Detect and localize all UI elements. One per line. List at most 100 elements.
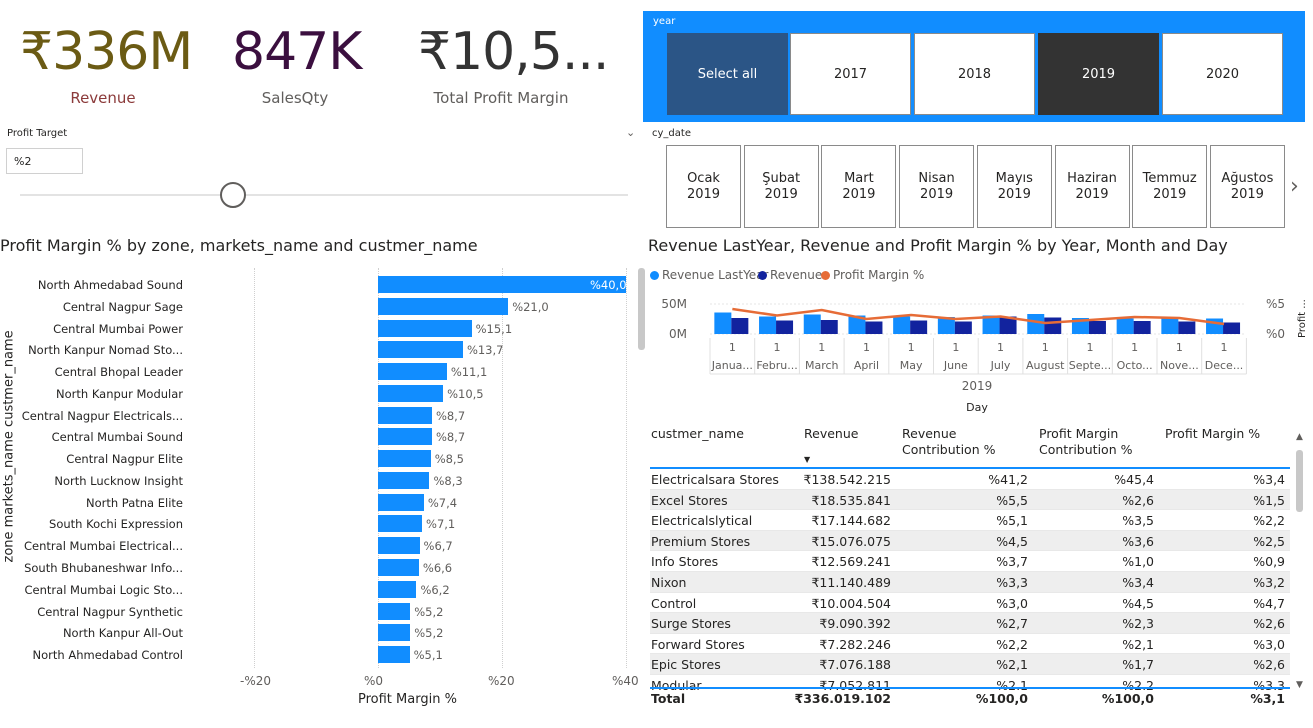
table-cell: %1,0 (1122, 554, 1154, 570)
month-year: 2019 (764, 186, 798, 202)
combo-chart-title: Revenue LastYear, Revenue and Profit Mar… (648, 236, 1228, 255)
bar-chart-bar[interactable] (378, 471, 430, 489)
year-option-button[interactable]: 2017 (790, 33, 911, 115)
table-row[interactable]: Forward Stores ₹7.282.246 %2,2 %2,1 %3,0 (650, 634, 1290, 655)
month-option-button[interactable]: Mayıs 2019 (976, 145, 1052, 228)
table-cell: %4,5 (1122, 595, 1154, 611)
month-name: Ocak (687, 170, 720, 186)
bar-chart-tick-label: %20 (488, 674, 515, 688)
month-option-button[interactable]: Şubat 2019 (743, 145, 819, 228)
table-cell: Premium Stores (651, 533, 751, 549)
revenue-bar (1133, 321, 1151, 334)
bar-chart-bar[interactable] (378, 515, 423, 533)
sort-descending-icon[interactable]: ▼ (804, 455, 811, 464)
combo-month-label: July (990, 359, 1011, 372)
table-column-header[interactable]: Revenue Contribution % (902, 426, 996, 457)
bar-chart-bar[interactable] (378, 580, 417, 598)
bar-chart-bar[interactable] (378, 493, 424, 511)
bar-chart-title: Profit Margin % by zone, markets_name an… (0, 236, 478, 255)
revenue-bar (910, 320, 928, 334)
bar-chart-category-label: North Lucknow Insight (54, 473, 183, 488)
month-option-button[interactable]: Nisan 2019 (899, 145, 975, 228)
combo-month-label: April (854, 359, 879, 372)
bar-chart-bar[interactable] (378, 406, 432, 424)
legend-dot-icon (758, 270, 767, 280)
table-cell: %3,6 (1122, 533, 1154, 549)
revenue-bar (776, 320, 794, 334)
profit-target-slider-track[interactable] (20, 194, 628, 196)
month-option-button[interactable]: Temmuz 2019 (1132, 145, 1208, 228)
bar-chart-bar[interactable] (378, 559, 419, 576)
month-option-button[interactable]: Haziran 2019 (1054, 145, 1130, 228)
revenue-lastyear-bar (893, 316, 911, 334)
bar-chart-bar[interactable] (378, 276, 626, 293)
combo-day-label: 1 (863, 341, 870, 354)
table-row[interactable]: Premium Stores ₹15.076.075 %4,5 %3,6 %2,5 (650, 530, 1290, 552)
table-cell: ₹17.144.682 (811, 513, 891, 529)
combo-year-label: 2019 (962, 379, 993, 393)
bar-chart-bar[interactable] (378, 297, 509, 315)
bar-chart-bar[interactable] (378, 319, 472, 337)
table-row[interactable]: Nixon ₹11.140.489 %3,3 %3,4 %3,2 (650, 572, 1290, 593)
month-option-button[interactable]: Ocak 2019 (666, 145, 741, 228)
bar-chart-data-label: %6,6 (422, 561, 453, 575)
table-row[interactable]: Electricalslytical ₹17.144.682 %5,1 %3,5 %2,… (650, 510, 1290, 531)
bar-chart-bar[interactable] (378, 450, 431, 468)
table-row[interactable]: Control ₹10.004.504 %3,0 %4,5 %4,7 (650, 593, 1290, 614)
bar-chart-tick-label: %40 (612, 674, 639, 688)
table-cell: %3,5 (1122, 513, 1154, 529)
bar-chart-bar[interactable] (378, 384, 444, 402)
table-cell: %2,6 (1253, 657, 1285, 673)
bar-chart-bar[interactable] (378, 537, 420, 555)
bar-chart-bar[interactable] (378, 363, 447, 381)
bar-chart-category-label: North Ahmedabad Control (32, 648, 183, 663)
month-option-button[interactable]: Mart 2019 (821, 145, 897, 228)
table-cell: %2,2 (996, 636, 1028, 652)
table-cell: ₹9.090.392 (819, 616, 891, 632)
profit-target-slider-thumb[interactable] (219, 182, 246, 208)
bar-chart-category-label: South Kochi Expression (49, 517, 183, 532)
table-total-cell: %100,0 (975, 691, 1028, 706)
year-option-button[interactable]: Select all (667, 33, 788, 115)
bar-chart-bar[interactable] (378, 646, 410, 664)
table-column-header[interactable]: Profit Margin % (1165, 426, 1261, 441)
legend-dot-icon (821, 270, 830, 280)
table-cell: %2,1 (996, 678, 1028, 693)
month-year: 2019 (1153, 186, 1187, 202)
chevron-down-icon[interactable]: ⌄ (626, 126, 636, 139)
combo-day-label: 1 (729, 341, 736, 354)
table-row[interactable]: Electricalsara Stores ₹138.542.215 %41,2 %4… (650, 469, 1290, 490)
table-row[interactable]: Surge Stores ₹9.090.392 %2,7 %2,3 %2,6 (650, 613, 1290, 634)
table-cell: %3,0 (996, 595, 1028, 611)
table-cell: %0,9 (1253, 554, 1285, 570)
year-option-button[interactable]: 2019 (1038, 33, 1159, 115)
table-cell: %4,7 (1253, 595, 1285, 611)
bar-chart-bar[interactable] (378, 341, 463, 359)
table-row[interactable]: Excel Stores ₹18.535.841 %5,5 %2,6 %1,5 (650, 489, 1290, 511)
bar-chart-bar[interactable] (378, 428, 432, 446)
chevron-right-icon[interactable]: › (1290, 174, 1299, 199)
table-column-header[interactable]: Revenue (804, 426, 859, 441)
bar-chart-data-label: %10,5 (447, 386, 484, 401)
bar-chart-scrollbar[interactable] (638, 268, 645, 350)
table-scrollbar[interactable] (1296, 450, 1303, 512)
month-name: Mart (844, 170, 874, 186)
year-option-button[interactable]: 2018 (914, 33, 1035, 115)
month-option-button[interactable]: Ağustos 2019 (1209, 145, 1285, 228)
profit-target-input[interactable]: %2 (6, 148, 83, 174)
combo-month-label: Dece... (1205, 359, 1244, 372)
table-row[interactable]: Info Stores ₹12.569.241 %3,7 %1,0 %0,9 (650, 551, 1290, 572)
bar-chart-bar[interactable] (378, 624, 411, 642)
table-column-header[interactable]: custmer_name (651, 426, 744, 441)
table-cell: Excel Stores (651, 492, 728, 508)
table-row[interactable]: Epic Stores ₹7.076.188 %2,1 %1,7 %2,6 (650, 654, 1290, 675)
combo-legend-item: Profit Margin % (821, 268, 924, 282)
legend-label: Revenue (770, 268, 823, 282)
bar-chart-data-label: %8,3 (433, 473, 463, 488)
bar-chart-bar[interactable] (378, 602, 411, 620)
table-column-header[interactable]: Profit Margin Contribution % (1039, 426, 1133, 457)
bar-chart-data-label: %40,0 (590, 278, 627, 292)
table-scroll-down-icon[interactable]: ▼ (1296, 680, 1303, 690)
table-scroll-up-icon[interactable]: ▲ (1296, 432, 1303, 442)
year-option-button[interactable]: 2020 (1162, 33, 1283, 115)
